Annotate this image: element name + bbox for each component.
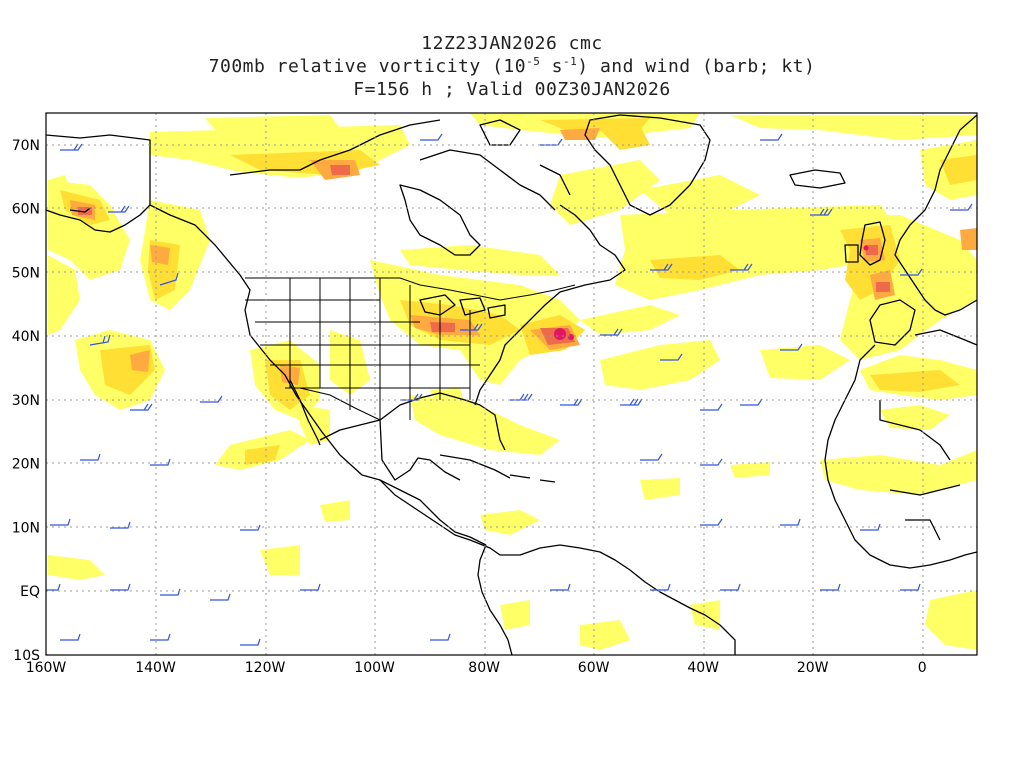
lat-label-60n: 60N <box>12 202 40 218</box>
lon-label-20w: 20W <box>797 660 829 676</box>
wind-barbs <box>46 133 973 646</box>
lat-label-10s: 10S <box>13 648 40 664</box>
title-line-2-prefix: 700mb relative vorticity (10 <box>208 56 527 77</box>
map-grid <box>46 113 977 655</box>
lon-label-60w: 60W <box>578 660 610 676</box>
lon-label-40w: 40W <box>687 660 719 676</box>
lon-label-80w: 80W <box>468 660 500 676</box>
lat-label-20n: 20N <box>12 457 40 473</box>
political-borders <box>245 277 576 421</box>
lat-label-30n: 30N <box>12 393 40 409</box>
chart-title-block: 12Z23JAN2026 cmc 700mb relative vorticit… <box>0 32 1024 101</box>
lon-label-160w: 160W <box>26 660 67 676</box>
lat-label-10n: 10N <box>12 520 40 536</box>
lon-label-100w: 100W <box>354 660 395 676</box>
map-frame <box>45 112 978 656</box>
latitude-labels: 70N 60N 50N 40N 30N 20N 10N EQ 10S <box>12 138 40 664</box>
longitude-labels: 160W 140W 120W 100W 80W 60W 40W 20W 0 <box>26 660 927 676</box>
vorticity-shading-light <box>48 113 977 650</box>
lon-label-0: 0 <box>918 660 927 676</box>
lon-label-140w: 140W <box>135 660 176 676</box>
title-line-2-suffix: ) and wind (barb; kt) <box>577 56 816 77</box>
lat-label-eq: EQ <box>20 584 40 600</box>
title-line-1: 12Z23JAN2026 cmc <box>421 33 603 54</box>
title-line-3: F=156 h ; Valid 00Z30JAN2026 <box>353 79 671 100</box>
vorticity-shading-max <box>554 245 869 340</box>
coastlines <box>46 114 977 655</box>
map-area <box>46 113 977 655</box>
lat-label-70n: 70N <box>12 138 40 154</box>
title-exp-1: -5 <box>526 55 541 68</box>
lat-label-50n: 50N <box>12 265 40 281</box>
title-line-2: 700mb relative vorticity (10-5 s-1) and … <box>0 55 1024 78</box>
title-exp-2: -1 <box>563 55 578 68</box>
lat-label-40n: 40N <box>12 329 40 345</box>
lon-label-120w: 120W <box>245 660 286 676</box>
title-line-2-mid: s <box>540 56 564 77</box>
